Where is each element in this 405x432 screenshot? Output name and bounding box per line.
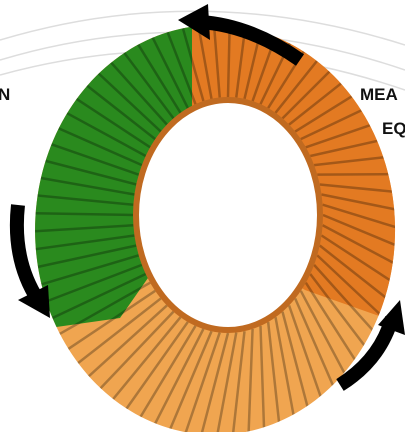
gear-tooth xyxy=(136,325,197,422)
gear-tooth xyxy=(183,332,221,432)
gear-tooth xyxy=(274,56,321,114)
label: MEA xyxy=(360,85,398,104)
gear-tooth xyxy=(299,290,348,378)
gear-tooth xyxy=(309,138,383,158)
gear-tooth xyxy=(266,321,281,427)
gear-tooth xyxy=(322,213,396,248)
gear-tooth xyxy=(164,27,197,105)
gear-tooth xyxy=(287,304,324,402)
gear-tooth xyxy=(35,193,134,206)
gear-tooth xyxy=(309,273,369,350)
gear-tooth xyxy=(47,272,147,322)
gear-tooth xyxy=(321,193,396,212)
gear-tooth xyxy=(313,155,389,167)
gear-tooth xyxy=(149,32,189,109)
gear-tooth xyxy=(294,297,337,391)
gear-tooth xyxy=(35,244,137,270)
gear-tooth xyxy=(35,224,134,233)
gear-teeth xyxy=(35,25,396,432)
gear-tooth xyxy=(247,328,254,432)
gear-tooth xyxy=(84,304,168,381)
gear-tooth xyxy=(41,263,143,305)
gear-tooth xyxy=(71,95,151,149)
gear-tooth xyxy=(109,316,182,404)
gear-tooth xyxy=(63,289,156,353)
arrow-head xyxy=(178,4,210,40)
gear-tooth xyxy=(281,311,310,412)
gear-tooth xyxy=(300,107,367,141)
gear-tooth xyxy=(54,281,151,338)
arrow-top xyxy=(199,15,305,66)
label: EQ xyxy=(382,119,405,138)
gear-tooth xyxy=(35,211,134,217)
gear-tooth xyxy=(53,125,143,167)
gear-tooth xyxy=(304,282,359,365)
gear-tooth xyxy=(167,330,213,432)
gear-tooth xyxy=(73,297,162,368)
gear-tooth xyxy=(313,264,377,335)
arrow-head xyxy=(378,300,405,335)
gear-tooth xyxy=(305,122,375,149)
gear-tooth xyxy=(212,25,221,98)
gear-tooth xyxy=(318,244,391,302)
gear-tooth xyxy=(196,25,213,100)
gear-tooth xyxy=(82,81,156,141)
gear-tooth xyxy=(319,183,396,194)
gear-tooth xyxy=(281,67,334,120)
label: N xyxy=(0,85,10,104)
gear-tooth xyxy=(35,175,135,196)
gear-tooth xyxy=(294,92,357,133)
gear-tooth xyxy=(322,203,396,230)
gear-tooth xyxy=(274,316,296,420)
gear-tooth xyxy=(199,332,230,432)
gear-tooth xyxy=(231,331,246,432)
gear-tooth xyxy=(40,158,137,186)
gear-tooth xyxy=(134,39,182,114)
gear-tooth xyxy=(35,234,135,252)
arrow-heads xyxy=(18,4,405,335)
gear-tooth xyxy=(94,69,162,133)
gear-tooth xyxy=(288,79,346,126)
arrow-left xyxy=(9,204,44,304)
gear-tooth xyxy=(106,58,168,126)
gear-tooth xyxy=(180,25,205,102)
gear-tooth xyxy=(151,328,205,429)
gear-tooth xyxy=(62,109,147,158)
gear-tooth xyxy=(46,141,140,176)
gear-tooth xyxy=(122,321,189,414)
gear-tooth xyxy=(120,48,175,120)
gear-tooth xyxy=(215,332,238,432)
gear-tooth xyxy=(36,254,140,288)
gear-tooth xyxy=(316,254,385,319)
gear-tooth xyxy=(322,224,396,267)
arrow-head xyxy=(18,285,50,318)
gear-tooth xyxy=(96,310,175,393)
ring-inner-wall xyxy=(133,97,323,333)
gear-tooth xyxy=(320,234,395,284)
gear-tooth xyxy=(259,325,266,432)
